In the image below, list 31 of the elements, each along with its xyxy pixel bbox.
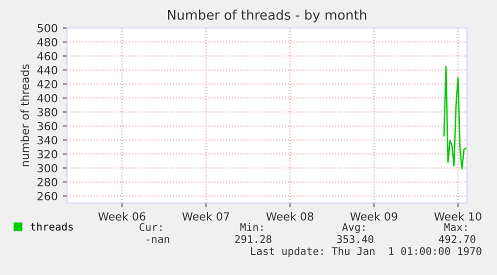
text: -nan — [146, 237, 170, 244]
line-series — [443, 66, 467, 170]
x-tick-label: Week 06 — [98, 212, 146, 221]
y-tick-label: 480 — [37, 38, 58, 46]
chart-title: Number of threads - by month — [168, 10, 366, 22]
y-tick-label: 320 — [38, 150, 58, 158]
text: Last update: Thu Jan 1 01:00:00 1970 — [251, 246, 482, 258]
text: Avg: — [342, 223, 364, 234]
y-tick-label: 500 — [38, 24, 58, 32]
y-tick-label: 260 — [38, 192, 58, 200]
text: Max: — [444, 223, 466, 232]
y-tick-label: 420 — [37, 80, 58, 88]
y-tick-label: 340 — [38, 136, 58, 144]
text: Cur: — [140, 223, 162, 232]
y-tick-label: 380 — [38, 108, 58, 116]
y-tick-label: 460 — [37, 52, 58, 60]
text: 492.70 — [438, 235, 476, 244]
y-axis-title: number of threads — [20, 64, 30, 166]
y-tick-label: 280 — [38, 178, 58, 186]
text: 291.28 — [235, 235, 272, 244]
y-tick-label: 360 — [38, 122, 58, 130]
text: Min: — [240, 222, 262, 231]
y-tick-label: 440 — [37, 66, 58, 74]
x-tick-label: Week 09 — [350, 212, 398, 221]
y-tick-label: 300 — [38, 164, 58, 172]
legend-label: threads — [30, 222, 73, 231]
x-tick-label: Week 10 — [434, 212, 482, 221]
x-tick-label: Week 07 — [182, 212, 230, 221]
y-tick-label: 400 — [37, 94, 58, 102]
text: 353.40 — [337, 235, 374, 244]
x-tick-label: Week 08 — [266, 212, 314, 221]
